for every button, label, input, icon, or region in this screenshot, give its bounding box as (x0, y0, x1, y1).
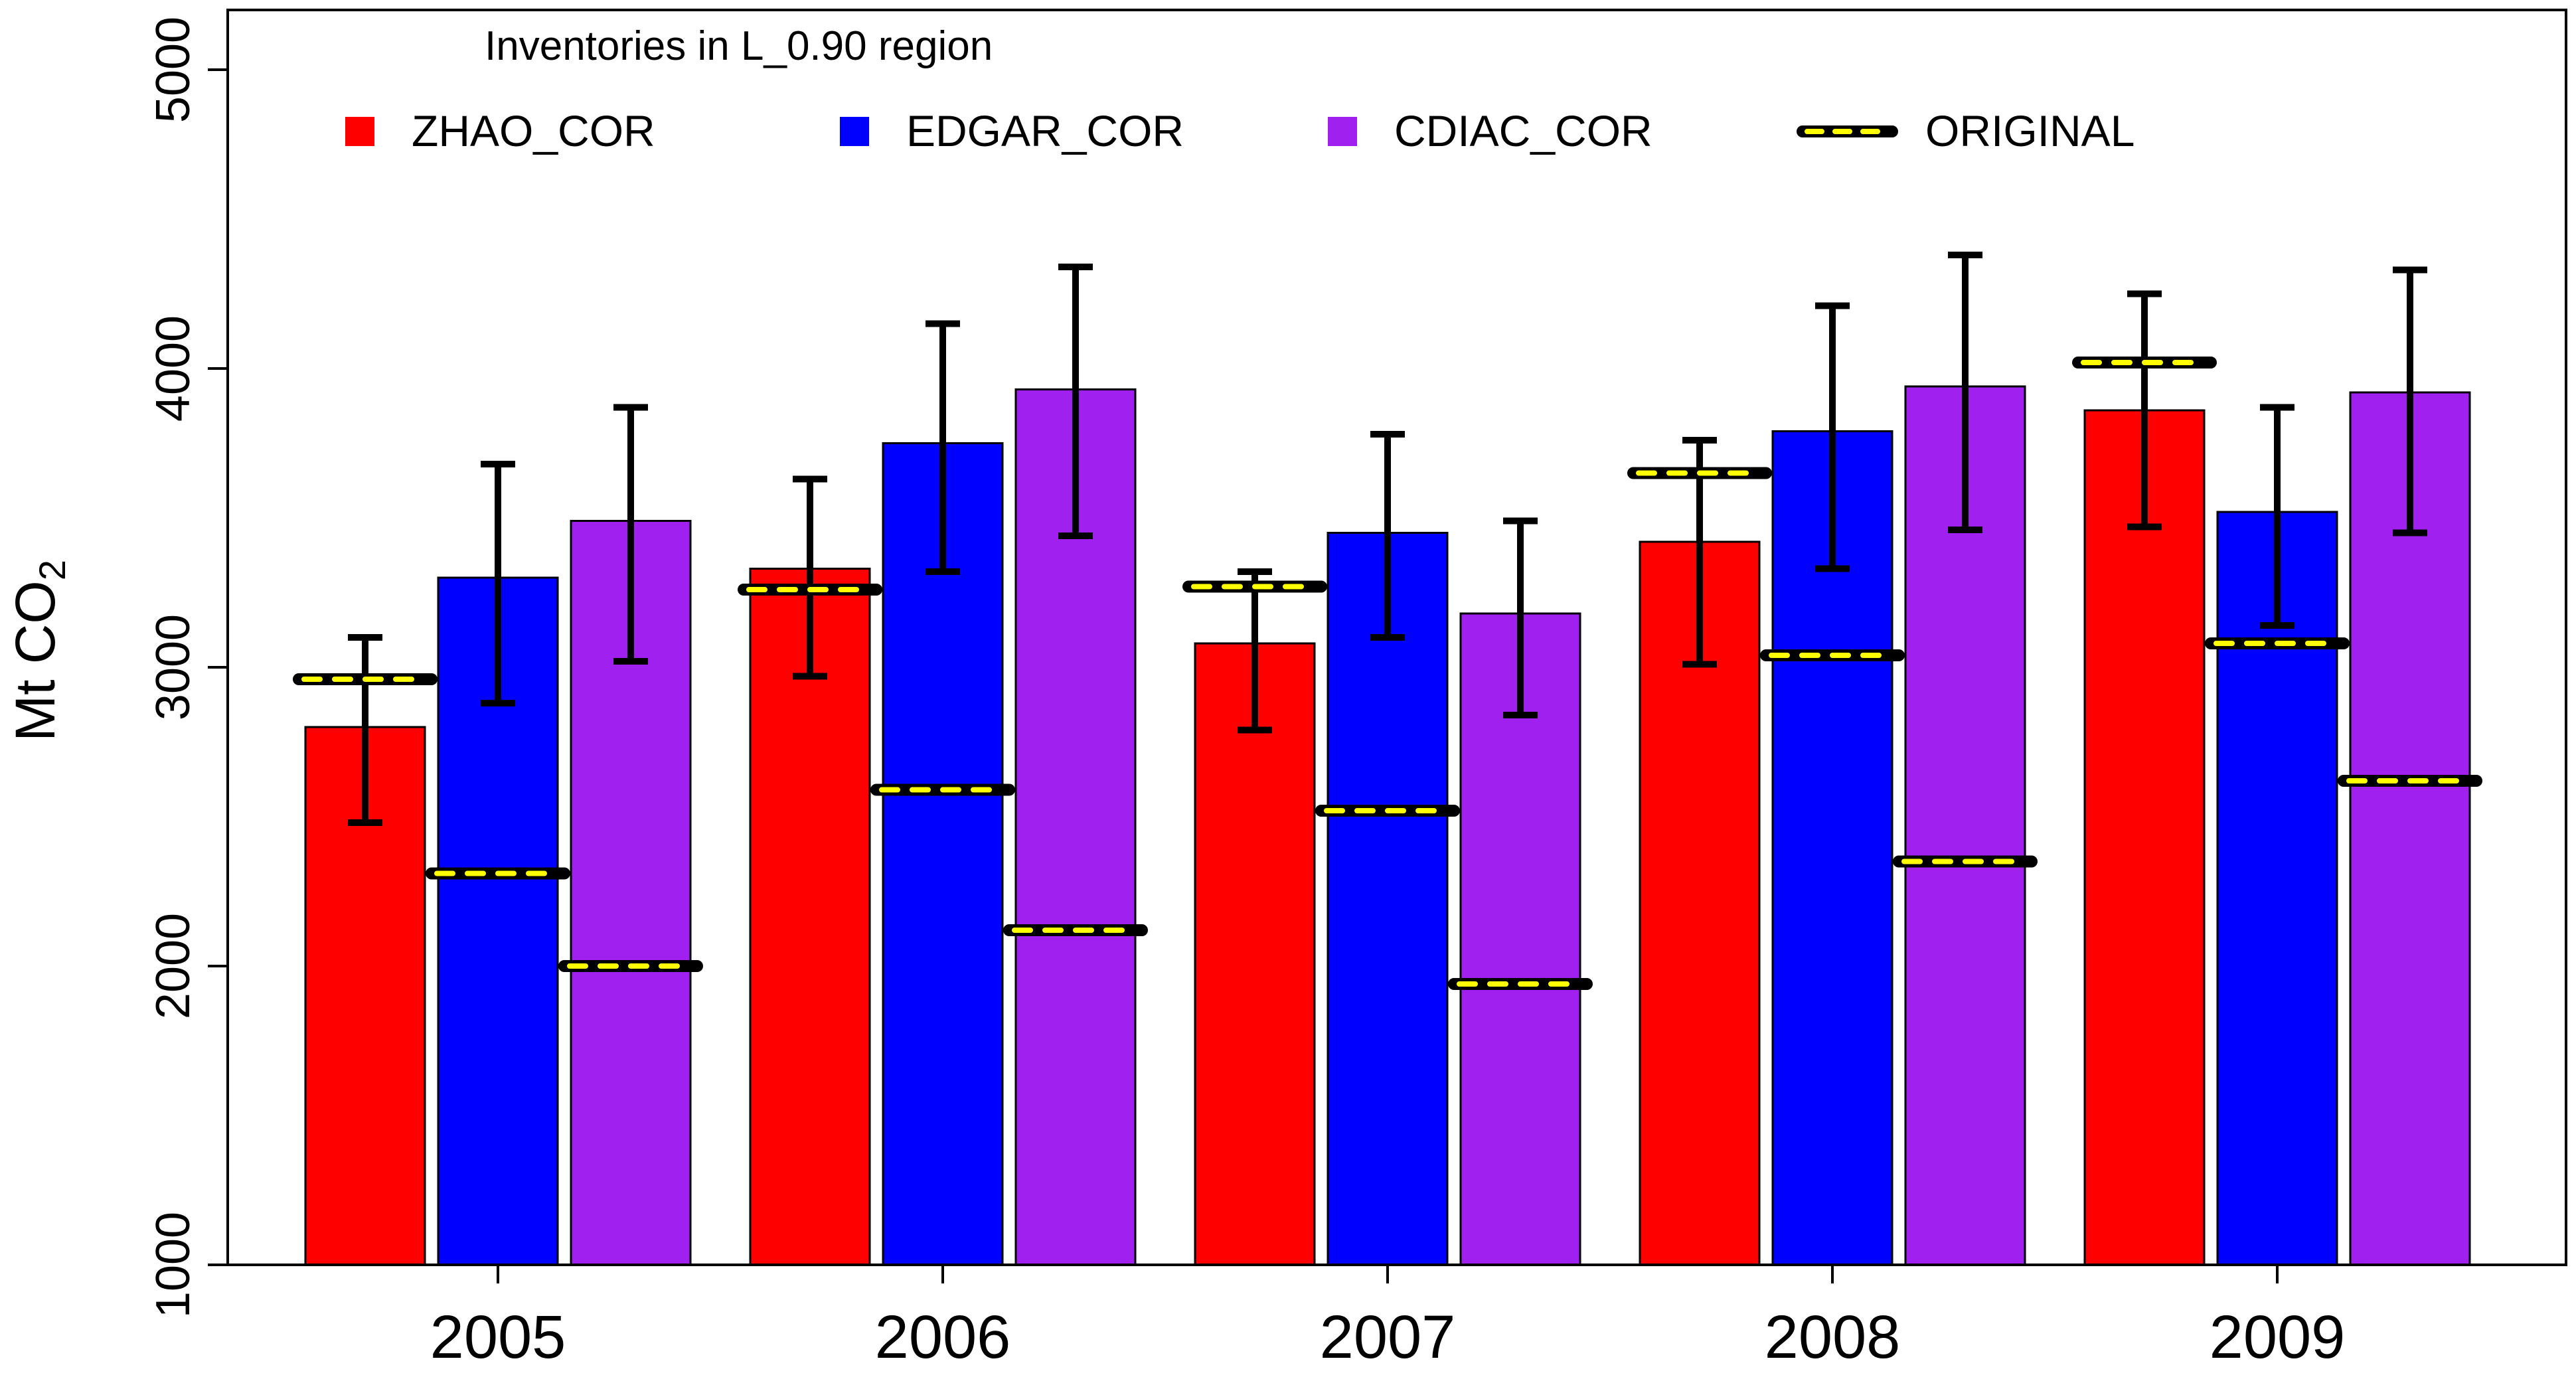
plot-frame (226, 9, 2567, 1266)
legend-label-zhao_cor: ZHAO_COR (412, 106, 655, 155)
error-bar-cdiac_cor-2006 (1058, 264, 1093, 539)
x-tick-label-2006: 2006 (875, 1303, 1011, 1371)
error-bar-zhao_cor-2005 (348, 634, 382, 826)
legend-label-original: ORIGINAL (1925, 106, 2134, 155)
x-tick-label-2009: 2009 (2210, 1303, 2346, 1371)
bar-zhao_cor-2007 (1194, 642, 1316, 1266)
error-bar-edgar_cor-2009 (2260, 404, 2294, 629)
legend-item-edgar_cor: EDGAR_COR (840, 106, 1184, 155)
legend-label-edgar_cor: EDGAR_COR (906, 106, 1184, 155)
error-bar-cdiac_cor-2009 (2393, 266, 2427, 536)
legend-swatch-zhao_cor (345, 117, 374, 146)
bar-cdiac_cor-2009 (2349, 391, 2471, 1266)
original-markers-layer (293, 357, 2482, 990)
error-bar-cdiac_cor-2008 (1948, 252, 1982, 533)
legend-item-zhao_cor: ZHAO_COR (345, 106, 655, 155)
error-bars-layer (348, 252, 2427, 826)
error-bar-zhao_cor-2007 (1238, 568, 1272, 734)
bar-zhao_cor-2009 (2083, 409, 2206, 1266)
bar-edgar_cor-2007 (1327, 532, 1449, 1266)
legend-label-cdiac_cor: CDIAC_COR (1394, 106, 1652, 155)
x-tick-label-2008: 2008 (1765, 1303, 1901, 1371)
legend: ZHAO_COR EDGAR_COR CDIAC_COR ORIGINAL (345, 106, 2134, 155)
error-bar-edgar_cor-2006 (926, 320, 960, 575)
bar-zhao_cor-2006 (749, 568, 871, 1266)
x-tick-label-2005: 2005 (430, 1303, 566, 1371)
legend-swatch-edgar_cor (840, 117, 869, 146)
error-bar-edgar_cor-2007 (1370, 431, 1405, 641)
bar-edgar_cor-2006 (882, 442, 1004, 1266)
legend-swatch-cdiac_cor (1328, 117, 1357, 146)
axes: 2005 2006 2007 2008 2009 1000 2000 3000 4000 5000 (147, 17, 2345, 1371)
legend-item-cdiac_cor: CDIAC_COR (1328, 106, 1652, 155)
y-tick-label-2000: 2000 (147, 913, 200, 1019)
error-bar-zhao_cor-2006 (793, 475, 827, 680)
y-tick-label-5000: 5000 (147, 17, 200, 123)
error-bar-edgar_cor-2008 (1815, 302, 1850, 572)
chart-title: Inventories in L_0.90 region (485, 23, 993, 69)
y-tick-label-1000: 1000 (147, 1212, 200, 1318)
y-axis-label-subscript: 2 (31, 560, 73, 580)
error-bar-edgar_cor-2005 (481, 461, 515, 706)
error-bar-cdiac_cor-2005 (613, 404, 648, 665)
y-tick-label-3000: 3000 (147, 614, 200, 720)
legend-item-original: ORIGINAL (1797, 106, 2134, 155)
error-bar-zhao_cor-2009 (2127, 290, 2162, 531)
y-axis-label: Mt CO2 (4, 560, 73, 742)
y-axis-label-main: Mt CO (4, 580, 66, 742)
y-tick-label-4000: 4000 (147, 315, 200, 422)
error-bar-cdiac_cor-2007 (1503, 517, 1538, 718)
x-tick-label-2007: 2007 (1320, 1303, 1456, 1371)
